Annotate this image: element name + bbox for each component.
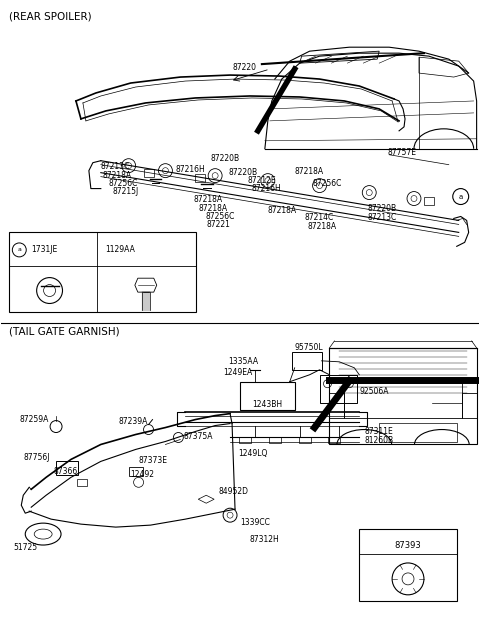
Bar [9, 232, 196, 312]
Text: 87366: 87366 [53, 467, 77, 476]
Text: 84952D: 84952D [218, 487, 248, 496]
Text: 1335AA: 1335AA [228, 357, 258, 366]
Text: 87256C: 87256C [109, 179, 138, 188]
Text: 87221: 87221 [206, 220, 230, 229]
Bar [56, 461, 78, 475]
Bar [195, 174, 205, 182]
Text: 87220B: 87220B [210, 154, 240, 163]
Text: a: a [17, 247, 21, 252]
Bar [239, 437, 251, 444]
Bar [292, 352, 322, 370]
Text: 87373E: 87373E [139, 456, 168, 465]
Bar [379, 422, 457, 442]
Text: 87212E: 87212E [248, 176, 276, 185]
Text: 87756J: 87756J [23, 453, 50, 462]
Text: 87393: 87393 [395, 540, 421, 549]
Text: 92506A: 92506A [360, 387, 389, 396]
Text: 87218A: 87218A [268, 206, 297, 215]
Text: 87220B: 87220B [228, 168, 257, 177]
Text: a: a [458, 194, 463, 200]
Text: (REAR SPOILER): (REAR SPOILER) [9, 12, 92, 21]
Bar [77, 479, 87, 486]
Text: 87213C: 87213C [101, 162, 130, 171]
Bar [329, 393, 344, 417]
Text: 87214C: 87214C [305, 213, 334, 222]
Text: 87218A: 87218A [198, 204, 228, 213]
Bar [329, 348, 477, 444]
Text: 1249LQ: 1249LQ [238, 449, 267, 458]
Text: 87218A: 87218A [193, 195, 222, 204]
Text: 87256C: 87256C [312, 179, 342, 188]
Text: 87216H: 87216H [175, 165, 205, 174]
Bar [328, 437, 340, 444]
Text: 51725: 51725 [13, 542, 37, 551]
Bar [269, 437, 281, 444]
Text: 87256C: 87256C [205, 212, 235, 221]
Text: 87216H: 87216H [252, 184, 282, 193]
Text: 87311E: 87311E [364, 427, 393, 436]
Text: 87239A: 87239A [119, 417, 148, 426]
Text: 87220B: 87220B [367, 204, 396, 213]
Text: 95750L: 95750L [295, 343, 324, 352]
Text: 1339CC: 1339CC [240, 518, 270, 527]
Bar [344, 383, 462, 417]
Text: 1249EA: 1249EA [223, 368, 252, 377]
Bar [424, 196, 434, 205]
Text: 87259A: 87259A [19, 415, 48, 424]
Text: 1731JE: 1731JE [31, 245, 58, 254]
Text: 87215J: 87215J [113, 187, 139, 196]
Text: 87757E: 87757E [387, 148, 416, 157]
Text: 81260B: 81260B [364, 436, 394, 445]
Bar [144, 169, 154, 176]
Text: (TAIL GATE GARNISH): (TAIL GATE GARNISH) [9, 327, 120, 337]
Text: 1129AA: 1129AA [105, 245, 135, 254]
Text: 87218A: 87218A [295, 167, 324, 176]
Bar [299, 437, 311, 444]
Bar [129, 468, 143, 477]
Bar [462, 393, 477, 417]
Text: 87220: 87220 [232, 62, 256, 71]
Bar [320, 375, 357, 402]
Text: 12492: 12492 [131, 470, 155, 479]
Text: 87375A: 87375A [183, 432, 213, 441]
Text: 87218A: 87218A [308, 222, 337, 231]
Text: 1243BH: 1243BH [252, 400, 282, 409]
Text: 87312H: 87312H [250, 535, 280, 544]
Text: 87213C: 87213C [367, 213, 396, 222]
Bar [240, 382, 295, 410]
Bar [360, 529, 457, 601]
Text: 87218A: 87218A [103, 171, 132, 180]
